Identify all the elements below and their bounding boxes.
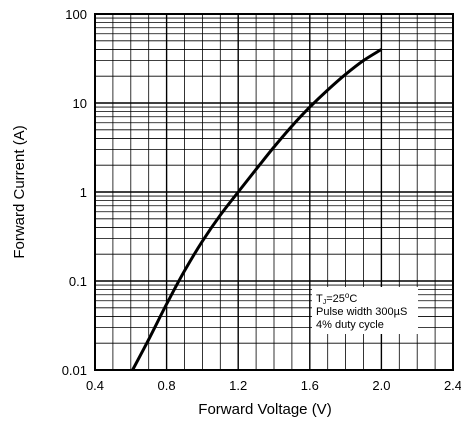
y-tick-label: 10: [73, 96, 87, 111]
note-j-subscript: J: [323, 299, 327, 306]
y-axis-title: Forward Current (A): [11, 125, 28, 258]
x-tick-label: 2.0: [372, 378, 390, 393]
y-tick-label: 1: [80, 185, 87, 200]
y-tick-label: 100: [65, 7, 87, 22]
note-background: [312, 287, 418, 334]
note-t-letter: T: [316, 293, 323, 305]
forward-current-curve: [131, 48, 383, 371]
x-tick-label: 0.4: [86, 378, 104, 393]
note-junction-temp: TJ=25oC: [316, 291, 357, 306]
note-celsius: C: [349, 293, 357, 305]
x-tick-label: 1.6: [301, 378, 319, 393]
major-gridlines: [95, 14, 453, 370]
y-tick-labels: 0.01 0.1 1 10 100: [62, 7, 87, 378]
plot-frame: [94, 13, 454, 371]
y-tick-label: 0.1: [69, 274, 87, 289]
x-tick-label: 1.2: [229, 378, 247, 393]
x-axis-title: Forward Voltage (V): [198, 401, 331, 418]
note-duty-cycle: 4% duty cycle: [316, 319, 384, 331]
x-tick-label: 2.4: [444, 378, 461, 393]
note-pulse-width: Pulse width 300µS: [316, 306, 407, 318]
x-tick-labels: 0.4 0.8 1.2 1.6 2.0 2.4: [86, 378, 461, 393]
y-tick-label: 0.01: [62, 363, 87, 378]
note-degree-sign: o: [345, 291, 350, 300]
note-temp-value: =25: [326, 293, 345, 305]
test-conditions-note: TJ=25oC Pulse width 300µS 4% duty cycle: [312, 287, 418, 334]
x-tick-label: 0.8: [158, 378, 176, 393]
